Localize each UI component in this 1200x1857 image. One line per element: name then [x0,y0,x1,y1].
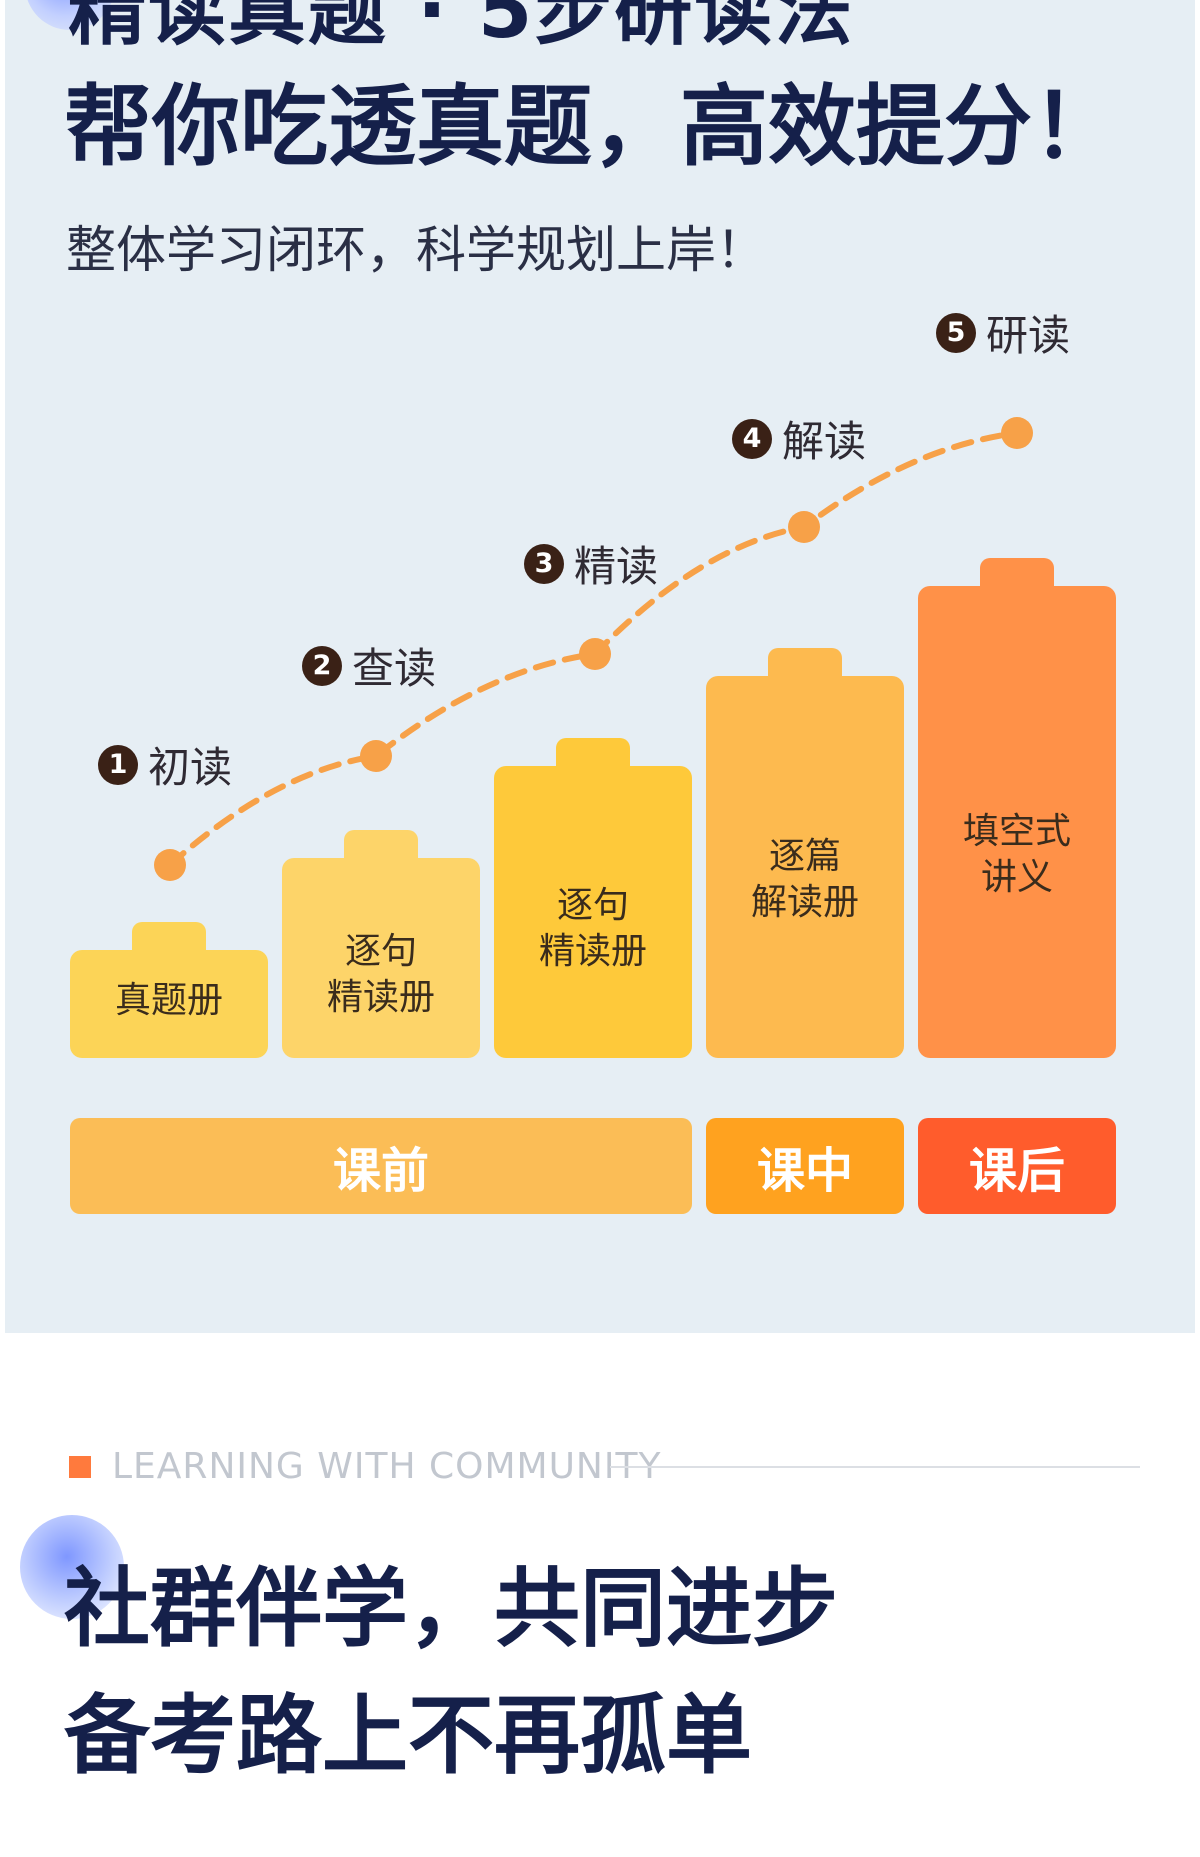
community-title-line1: 社群伴学，共同进步 [64,1559,838,1659]
step-number-badge: 5 [936,312,976,353]
step-number-badge: 1 [98,744,138,785]
phase-bar: 课后 [918,1118,1116,1214]
step-number-badge: 2 [302,645,342,686]
study-steps-diagram [70,417,1116,1058]
step-name: 精读 [574,542,659,591]
progress-dot [360,740,392,772]
step-label: 5 研读 [936,302,1070,363]
page-subtitle: 整体学习闭环，科学规划上岸！ [66,221,766,279]
section-title-cropped: 精读真题 · 5步研读法 [68,0,855,56]
progress-dot [579,638,611,670]
step-label: 1 初读 [98,734,232,795]
book-body [706,676,904,1058]
progress-dot [1001,417,1033,449]
book-block [70,922,268,1058]
page-title: 帮你吃透真题，高效提分！ [64,75,1121,178]
progress-dots [154,417,1033,881]
step-name: 查读 [352,644,437,693]
step-number-badge: 4 [732,418,772,459]
book-block [494,738,692,1058]
book-block [918,558,1116,1058]
step-number-badge: 3 [524,543,564,584]
step-label: 2 查读 [302,635,436,696]
book-body [918,586,1116,1058]
accent-circle [20,1515,124,1619]
progress-dot [154,849,186,881]
step-label: 3 精读 [524,533,658,594]
step-name: 研读 [986,311,1071,360]
book-label: 逐句 精读册 [326,931,435,1018]
phase-bar: 课中 [706,1118,904,1214]
book-label: 逐篇 解读册 [750,836,859,923]
book-body [70,950,268,1058]
section-tag: LEARNING WITH COMMUNITY [112,1446,662,1487]
book-label: 逐句 精读册 [538,885,647,972]
progress-dot [788,511,820,543]
section-tag-marker [69,1456,91,1478]
community-title-line2: 备考路上不再孤单 [64,1686,752,1786]
book-block [706,648,904,1058]
book-body [282,858,480,1058]
step-name: 解读 [782,417,867,466]
phase-bar: 课前 [70,1118,692,1214]
book-body [494,766,692,1058]
step-label: 4 解读 [732,408,866,469]
section-divider [610,1466,1140,1468]
books-layer [70,558,1116,1058]
book-label: 填空式 讲义 [962,811,1071,898]
book-block [282,830,480,1058]
book-label: 真题册 [114,980,223,1021]
step-name: 初读 [148,743,233,792]
